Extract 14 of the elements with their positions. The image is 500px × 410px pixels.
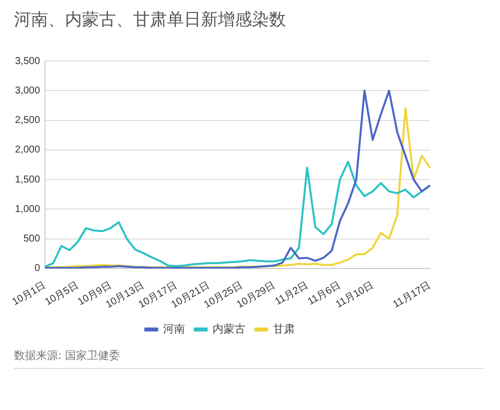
legend-label: 河南	[162, 322, 185, 336]
y-tick-label: 2,000	[14, 144, 40, 156]
y-tick-label: 1,000	[14, 204, 40, 215]
source-note: 数据来源: 国家卫健委	[14, 348, 484, 369]
y-tick-label: 1,500	[14, 174, 40, 186]
chart-title: 河南、内蒙古、甘肃单日新增感染数	[14, 9, 286, 31]
y-tick-label: 0	[34, 263, 40, 274]
legend-label: 内蒙古	[212, 322, 246, 336]
legend-label: 甘肃	[272, 322, 295, 336]
x-tick-label: 11月17日	[391, 280, 433, 310]
y-tick-label: 2,500	[14, 115, 40, 126]
y-tick-label: 3,500	[14, 56, 40, 67]
y-tick-label: 500	[23, 234, 40, 245]
y-tick-label: 3,000	[14, 85, 40, 96]
